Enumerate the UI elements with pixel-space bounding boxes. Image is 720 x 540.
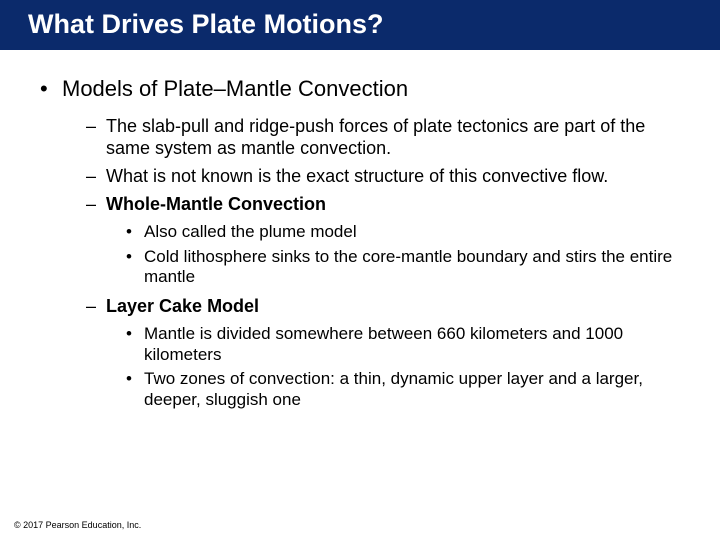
- bullet-lvl3: Mantle is divided somewhere between 660 …: [40, 324, 680, 365]
- bullet-lvl2-text: The slab-pull and ridge-push forces of p…: [106, 116, 645, 158]
- bullet-lvl2: Layer Cake Model: [40, 296, 680, 318]
- bullet-lvl3-text: Two zones of convection: a thin, dynamic…: [144, 369, 643, 409]
- bullet-lvl2-text: What is not known is the exact structure…: [106, 166, 608, 186]
- bullet-lvl2: The slab-pull and ridge-push forces of p…: [40, 116, 680, 160]
- bullet-lvl2: Whole-Mantle Convection: [40, 194, 680, 216]
- copyright-notice: © 2017 Pearson Education, Inc.: [14, 520, 141, 530]
- bullet-lvl2-text-bold: Layer Cake Model: [106, 296, 259, 316]
- copyright-text: © 2017 Pearson Education, Inc.: [14, 520, 141, 530]
- bullet-lvl1-text: Models of Plate–Mantle Convection: [62, 76, 408, 101]
- bullet-lvl3: Also called the plume model: [40, 222, 680, 243]
- bullet-lvl2-text-bold: Whole-Mantle Convection: [106, 194, 326, 214]
- bullet-lvl3-text: Also called the plume model: [144, 222, 357, 241]
- slide-content: Models of Plate–Mantle Convection The sl…: [0, 50, 720, 411]
- bullet-lvl3-text: Cold lithosphere sinks to the core-mantl…: [144, 247, 672, 287]
- bullet-lvl1: Models of Plate–Mantle Convection: [40, 76, 680, 102]
- bullet-lvl2: What is not known is the exact structure…: [40, 166, 680, 188]
- bullet-lvl3-text: Mantle is divided somewhere between 660 …: [144, 324, 623, 364]
- slide-title-bar: What Drives Plate Motions?: [0, 0, 720, 50]
- bullet-lvl3: Two zones of convection: a thin, dynamic…: [40, 369, 680, 410]
- bullet-lvl3: Cold lithosphere sinks to the core-mantl…: [40, 247, 680, 288]
- slide-title: What Drives Plate Motions?: [28, 9, 384, 39]
